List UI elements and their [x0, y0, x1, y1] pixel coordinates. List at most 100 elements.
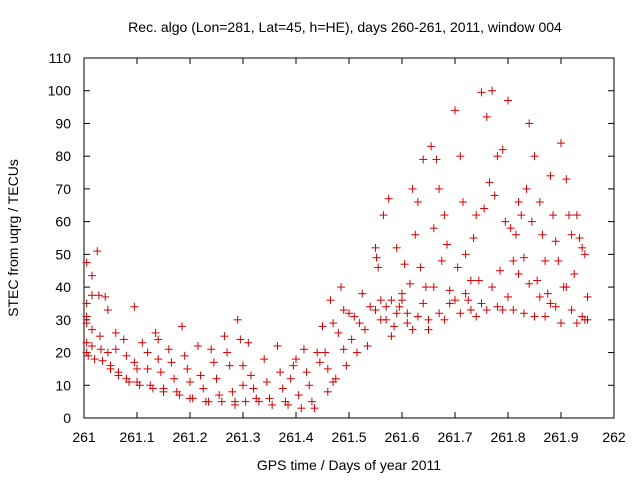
y-axis-label: STEC from uqrg / TECUs [5, 159, 21, 317]
data-point [231, 400, 240, 409]
x-tick-label: 261.9 [543, 429, 578, 445]
data-point [196, 371, 205, 380]
data-point [506, 224, 515, 233]
data-point [424, 325, 433, 334]
data-point [130, 302, 139, 311]
data-point [297, 404, 306, 413]
data-point [339, 306, 348, 314]
data-point [307, 397, 316, 406]
data-point [464, 296, 473, 305]
data-point [305, 381, 314, 390]
data-point [408, 325, 417, 334]
data-point [572, 211, 581, 220]
data-point [533, 276, 542, 285]
data-point [546, 171, 555, 180]
data-point [572, 319, 581, 328]
data-point [209, 358, 218, 367]
data-point [554, 256, 563, 265]
data-point [461, 289, 470, 298]
data-point [398, 289, 406, 298]
data-point [180, 351, 189, 360]
data-point [564, 211, 573, 220]
data-point [323, 387, 332, 396]
x-tick-label: 261.5 [331, 429, 366, 445]
data-point [151, 328, 160, 337]
data-point [268, 400, 277, 409]
data-point [408, 184, 417, 193]
data-point [299, 345, 308, 354]
data-point [371, 306, 380, 314]
y-tick-label: 70 [55, 181, 71, 197]
data-point [321, 348, 330, 357]
data-point [429, 224, 438, 233]
data-point [445, 299, 454, 308]
data-point [432, 155, 441, 164]
data-point [175, 391, 184, 400]
y-tick-label: 90 [55, 115, 71, 131]
x-tick-label: 262 [602, 429, 626, 445]
data-point [400, 260, 409, 269]
data-point [111, 328, 120, 337]
data-point [246, 371, 255, 380]
data-point [366, 302, 375, 311]
data-point [217, 397, 226, 406]
data-point [183, 364, 192, 373]
data-point [519, 309, 528, 318]
data-point [474, 276, 483, 285]
y-tick-label: 50 [55, 246, 71, 262]
y-axis-ticks: 0 10 20 30 40 50 60 70 80 90 100 110 [48, 50, 614, 426]
data-point [223, 348, 232, 357]
x-tick-label: 261.2 [172, 429, 207, 445]
data-point [466, 276, 475, 285]
data-point [435, 184, 444, 193]
data-point [451, 106, 459, 115]
data-point [154, 335, 163, 344]
data-point [567, 306, 576, 314]
data-point [125, 378, 134, 386]
data-point [567, 230, 576, 239]
data-point [437, 256, 446, 265]
data-point [514, 198, 523, 206]
data-point [342, 361, 351, 370]
data-point [549, 211, 558, 220]
data-point [130, 358, 139, 367]
data-point [170, 374, 179, 383]
data-point [215, 391, 224, 400]
plot-frame [83, 57, 615, 419]
data-point [443, 240, 452, 249]
data-point [331, 374, 340, 383]
data-point [87, 342, 96, 350]
data-point [371, 243, 380, 252]
data-point [241, 397, 250, 406]
data-point [477, 299, 486, 308]
data-point [485, 178, 494, 187]
data-point [239, 361, 247, 370]
data-point [429, 283, 438, 292]
data-point [154, 355, 163, 364]
y-tick-label: 80 [55, 148, 71, 164]
data-point [488, 86, 497, 95]
data-point [469, 234, 478, 242]
data-point [504, 96, 512, 105]
x-tick-label: 261.7 [437, 429, 472, 445]
data-point [482, 112, 491, 121]
y-tick-label: 10 [55, 377, 71, 393]
data-point [578, 243, 587, 252]
data-point [530, 152, 539, 161]
data-point [82, 338, 91, 347]
data-point [93, 247, 102, 256]
data-point [562, 283, 571, 292]
data-point [82, 319, 91, 328]
data-point [456, 309, 465, 318]
data-point [419, 155, 428, 164]
data-point [583, 292, 592, 301]
data-point [522, 184, 531, 193]
data-point [501, 217, 510, 226]
data-point [413, 198, 422, 206]
data-point [360, 325, 369, 334]
data-point [557, 139, 565, 148]
data-point [517, 211, 526, 220]
x-tick-label: 261 [72, 429, 96, 445]
data-point [101, 292, 110, 301]
data-point [480, 204, 489, 213]
